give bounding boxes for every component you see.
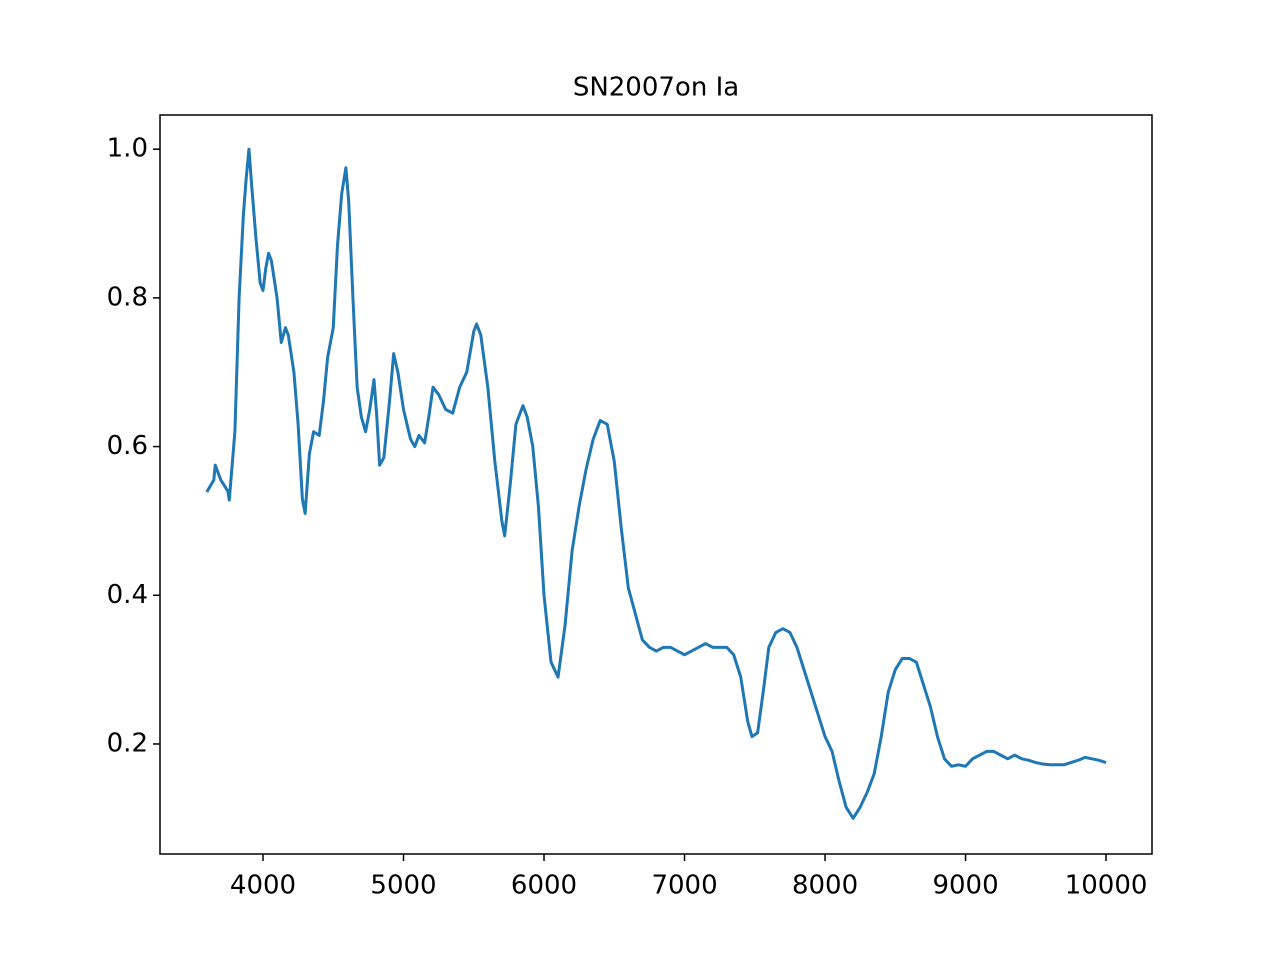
- y-tick-label: 0.6: [107, 431, 148, 461]
- y-tick-label: 1.0: [107, 134, 148, 164]
- x-tick-label: 7000: [651, 871, 717, 901]
- x-tick-label: 9000: [932, 871, 998, 901]
- spectrum-line: [205, 147, 1107, 820]
- x-tick-label: 6000: [511, 871, 577, 901]
- chart-title: SN2007on Ia: [573, 73, 739, 103]
- plot-frame: [159, 114, 1153, 855]
- y-tick-label: 0.8: [107, 282, 148, 312]
- y-tick-label: 0.2: [107, 728, 148, 758]
- y-tick-label: 0.4: [107, 580, 148, 610]
- x-tick-label: 4000: [230, 871, 296, 901]
- x-tick-label: 8000: [792, 871, 858, 901]
- x-tick-label: 10000: [1065, 871, 1148, 901]
- x-tick-label: 5000: [370, 871, 436, 901]
